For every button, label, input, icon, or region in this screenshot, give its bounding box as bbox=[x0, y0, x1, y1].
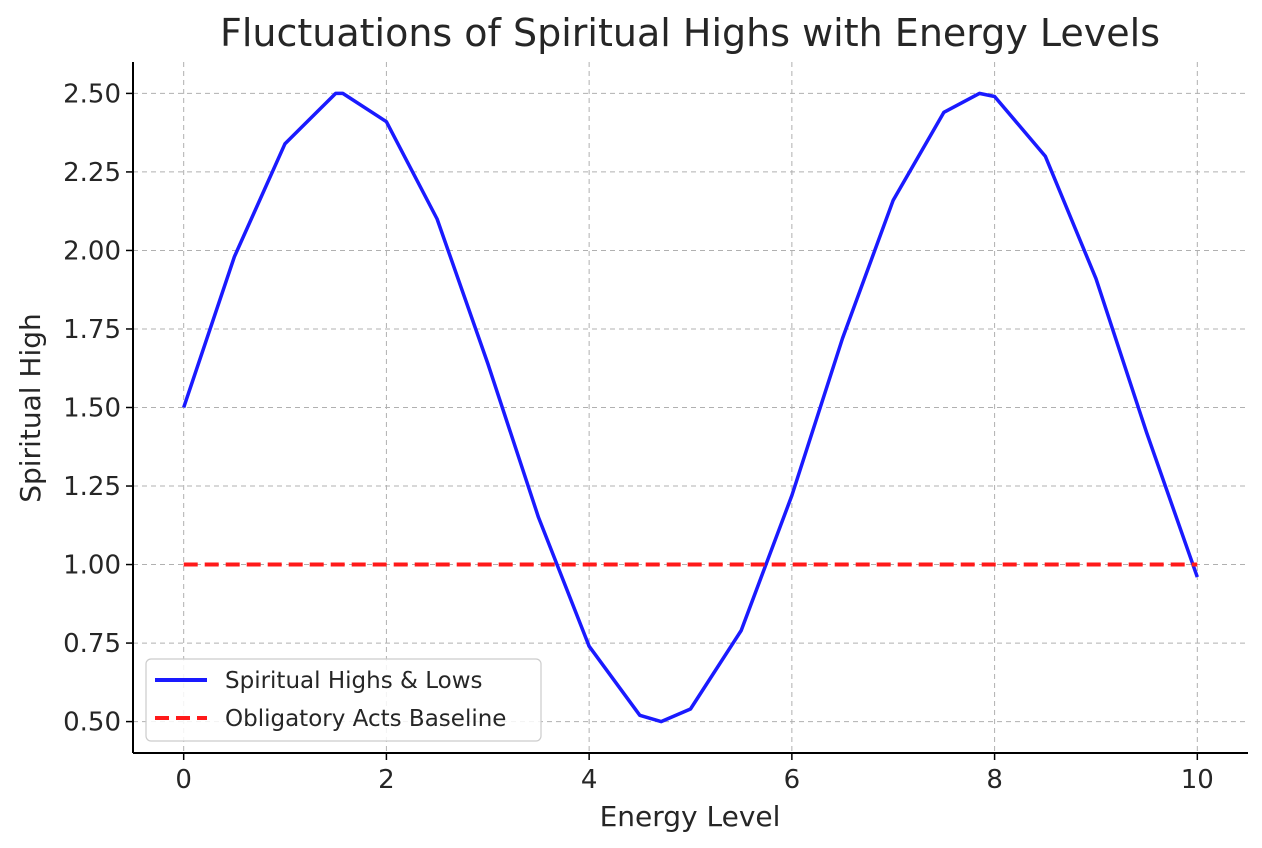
x-tick-label: 4 bbox=[581, 765, 598, 795]
chart-title: Fluctuations of Spiritual Highs with Ene… bbox=[220, 11, 1160, 55]
legend-box bbox=[145, 658, 542, 742]
gridlines bbox=[133, 62, 1248, 753]
series-layer bbox=[182, 91, 1199, 724]
y-axis-label: Spiritual High bbox=[14, 313, 47, 503]
x-tick-label: 2 bbox=[378, 765, 395, 795]
x-tick-label: 8 bbox=[986, 765, 1003, 795]
legend-label: Spiritual Highs & Lows bbox=[225, 668, 483, 694]
y-tick-label: 2.50 bbox=[63, 79, 121, 109]
y-tick-label: 2.00 bbox=[63, 236, 121, 266]
x-axis-label: Energy Level bbox=[600, 800, 781, 833]
legend: Spiritual Highs & Lows Obligatory Acts Ba… bbox=[145, 658, 542, 742]
y-tick-label: 1.00 bbox=[63, 551, 121, 581]
y-tick-label: 1.25 bbox=[63, 472, 121, 502]
x-tick-label: 10 bbox=[1181, 765, 1214, 795]
x-tick-label: 0 bbox=[175, 765, 192, 795]
y-tick-label: 0.75 bbox=[63, 629, 121, 659]
legend-label: Obligatory Acts Baseline bbox=[225, 706, 506, 732]
series-line-spiritual-highs bbox=[182, 91, 1199, 724]
y-tick-label: 1.50 bbox=[63, 394, 121, 424]
y-tick-label: 0.50 bbox=[63, 708, 121, 738]
x-tick-label: 6 bbox=[784, 765, 801, 795]
y-tick-label: 1.75 bbox=[63, 315, 121, 345]
y-tick-label: 2.25 bbox=[63, 158, 121, 188]
ticks: 0 2 4 6 8 10 0.50 0.75 1.00 1.25 1.50 1.75 2.00 2.25 2… bbox=[63, 79, 1214, 795]
